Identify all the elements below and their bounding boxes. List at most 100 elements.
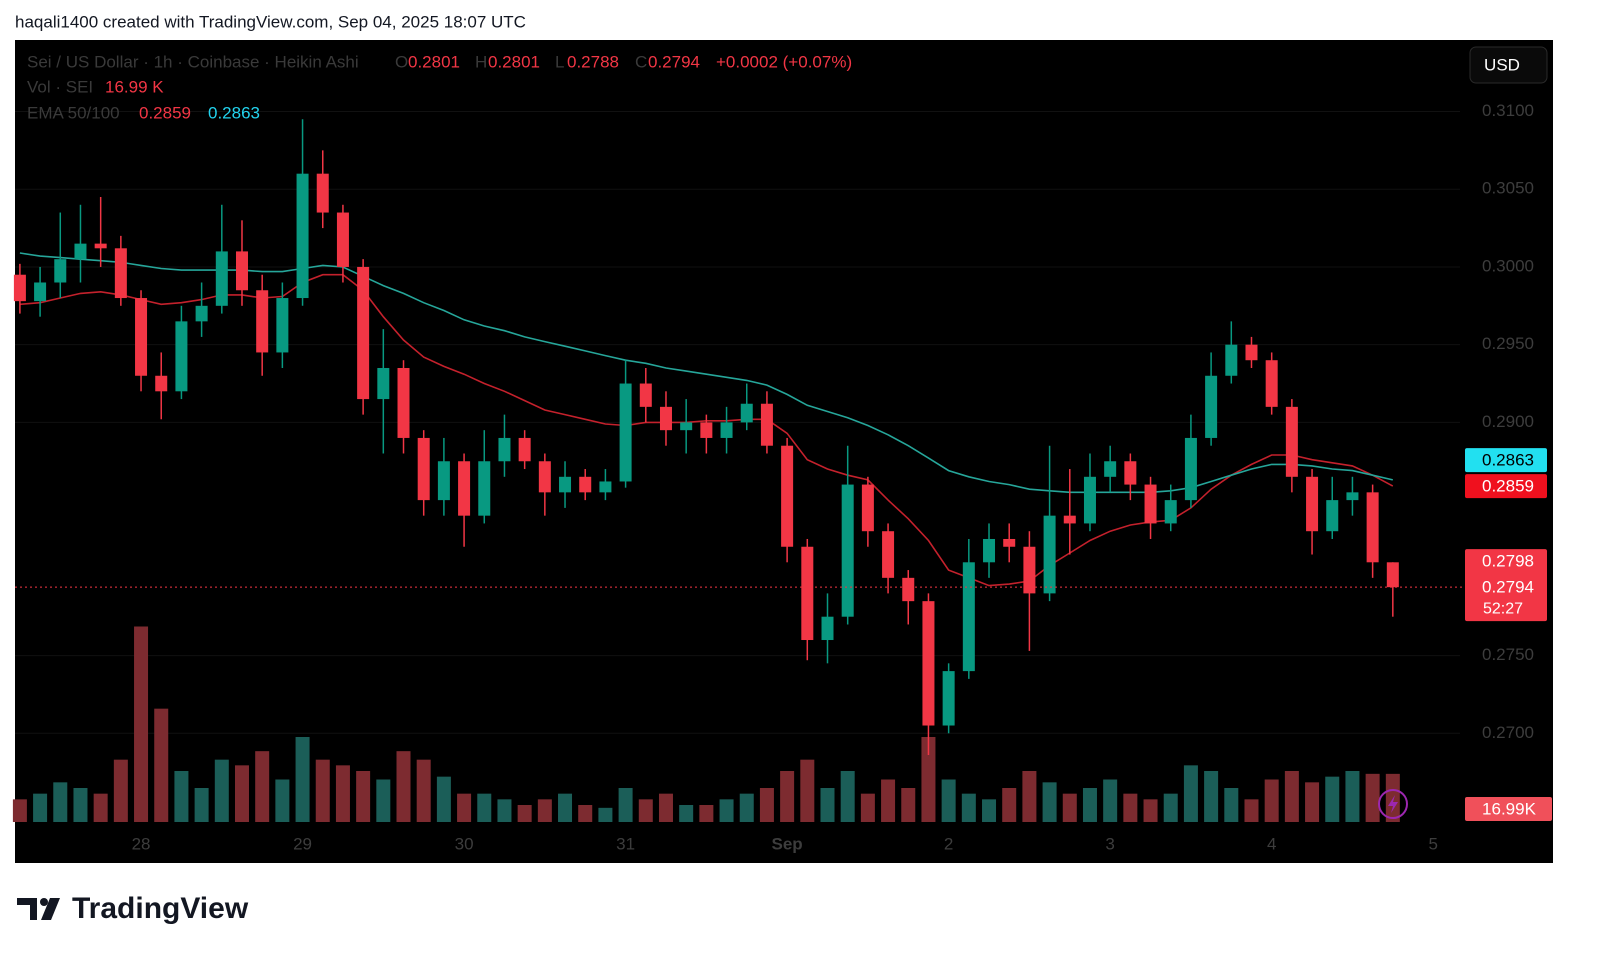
volume-bar <box>396 751 411 822</box>
high-value: 0.2801 <box>488 52 540 71</box>
candle-body <box>902 577 915 602</box>
h-label: H <box>475 52 487 71</box>
volume-bar <box>376 779 391 822</box>
x-tick-label: 28 <box>132 834 151 853</box>
candle-body <box>1043 515 1056 594</box>
volume-bar <box>1183 765 1198 822</box>
volume-bar <box>679 805 694 822</box>
candle-body <box>1083 476 1096 524</box>
volume-bar <box>1062 793 1077 822</box>
candle-body <box>740 403 753 423</box>
y-tick-label: 0.2900 <box>1482 412 1534 431</box>
logo-slash <box>41 898 60 920</box>
candle-body <box>1144 484 1157 524</box>
volume-bar <box>275 779 290 822</box>
candle-body <box>700 422 713 438</box>
x-tick-label: 31 <box>616 834 635 853</box>
open-value: 0.2801 <box>408 52 460 71</box>
candle-body <box>1205 375 1218 438</box>
candle-body <box>135 298 148 376</box>
alert-icon[interactable] <box>1378 789 1408 819</box>
ema100-line <box>19 252 1393 494</box>
candle-body <box>316 173 329 213</box>
volume-bar <box>1345 771 1360 822</box>
x-tick-label: 29 <box>293 834 312 853</box>
price-line-label: 0.2798 <box>1482 552 1534 571</box>
volume-bar <box>315 759 330 822</box>
candle-body <box>1164 500 1177 524</box>
volume-bar <box>1224 788 1239 822</box>
currency-button[interactable] <box>1469 46 1548 84</box>
ema-label: EMA 50/100 <box>27 103 120 122</box>
volume-bar <box>780 771 795 822</box>
y-tick-label: 0.3000 <box>1482 256 1534 275</box>
low-value: 0.2788 <box>567 52 619 71</box>
candle-body <box>720 422 733 438</box>
candle-body <box>1346 492 1359 501</box>
x-tick-label: 5 <box>1428 834 1437 853</box>
y-tick-label: 0.2700 <box>1482 723 1534 742</box>
x-tick-label: 4 <box>1267 834 1276 853</box>
volume-bar <box>961 793 976 822</box>
volume-bar <box>53 782 68 822</box>
candle-body <box>841 484 854 617</box>
candle-body <box>74 243 87 260</box>
candle-body <box>1063 515 1076 524</box>
x-tick-label: Sep <box>772 834 803 853</box>
volume-bar <box>558 793 573 822</box>
logo-dot <box>40 898 48 906</box>
ema100-value: 0.2863 <box>208 103 260 122</box>
volume-bar <box>93 793 108 822</box>
volume-bar <box>1264 779 1279 822</box>
volume-bar <box>1022 771 1037 822</box>
candle-body <box>518 437 531 462</box>
vol-label: Vol · SEI <box>27 77 93 96</box>
candle-body <box>397 367 410 438</box>
volume-bar <box>658 793 673 822</box>
candle-body <box>680 422 693 431</box>
close-value: 0.2794 <box>648 52 700 71</box>
candle-body <box>195 305 208 322</box>
candle-body <box>659 406 672 431</box>
candle-body <box>962 562 975 672</box>
candle-body <box>377 367 390 400</box>
candle-body <box>498 437 511 462</box>
candle-body <box>1003 538 1016 547</box>
candle-body <box>54 259 67 283</box>
currency[interactable]: USD <box>1484 55 1520 74</box>
volume-bar <box>1082 788 1097 822</box>
candle-body <box>1326 500 1339 532</box>
volume-bar <box>860 793 875 822</box>
candle-body <box>458 461 471 516</box>
volume-bar <box>477 793 492 822</box>
ema50-value: 0.2859 <box>139 103 191 122</box>
volume-bar <box>255 751 270 822</box>
candle-body <box>155 375 168 392</box>
volume-bar <box>457 793 472 822</box>
candle-body <box>114 248 127 299</box>
candle-body <box>1366 492 1379 563</box>
ema50-price-box <box>1465 474 1547 499</box>
volume-bar <box>941 779 956 822</box>
volume-bar <box>295 737 310 822</box>
candle-body <box>1124 461 1137 485</box>
volume-bar <box>33 793 48 822</box>
volume-bar <box>1204 771 1219 822</box>
volume-bar <box>537 799 552 822</box>
candle-body <box>983 538 996 563</box>
candle-body <box>882 531 895 578</box>
candle-body <box>942 671 955 726</box>
candle-body <box>235 251 248 291</box>
candle-body <box>336 212 349 267</box>
volume-bar <box>699 805 714 822</box>
volume-bar <box>739 793 754 822</box>
c-label: C <box>635 52 647 71</box>
overlay: Sei / US Dollar · 1h · Coinbase · Heikin… <box>27 46 1552 821</box>
candle-body <box>34 282 47 302</box>
candle-body <box>276 298 289 353</box>
volume-bar <box>1163 793 1178 822</box>
volume-bar <box>800 759 815 822</box>
candle-body <box>1225 344 1238 376</box>
volume-bar <box>1325 776 1340 822</box>
